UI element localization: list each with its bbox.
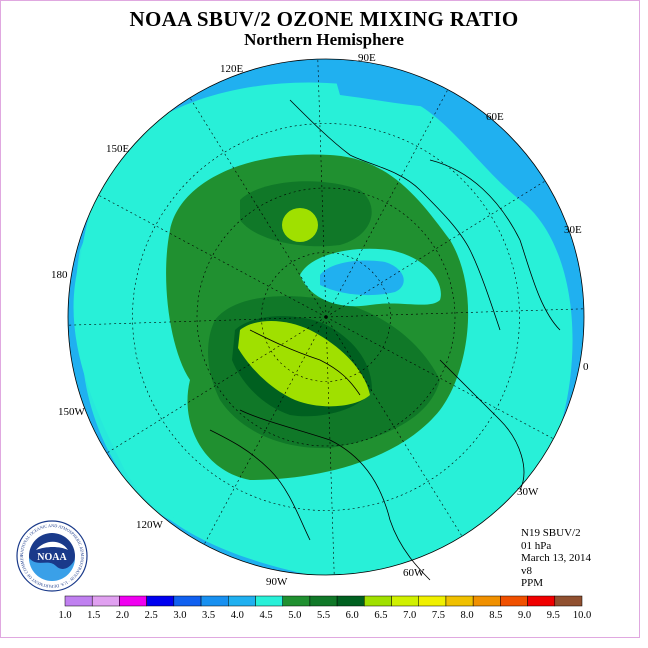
lon-label-150w: 150W [58, 406, 86, 418]
colorbar-swatch [336, 595, 365, 607]
colorbar-label: 9.5 [547, 610, 560, 621]
lon-label-90w: 90W [266, 576, 288, 588]
meridian-line [68, 316, 327, 326]
colorbar-swatch [282, 595, 311, 607]
colorbar-label: 2.0 [116, 610, 129, 621]
colorbar-swatch [173, 595, 202, 607]
colorbar-swatch [255, 595, 283, 607]
lon-label-120w: 120W [136, 519, 164, 531]
colorbar-swatch [200, 595, 229, 607]
meridian-line [189, 97, 327, 318]
colorbar-label: 5.5 [317, 610, 330, 621]
graticule [68, 59, 584, 575]
info-version: v8 [521, 564, 532, 577]
lon-label-60w: 60W [403, 567, 425, 579]
colorbar-swatch [228, 595, 256, 607]
ozone-region-6.5 [238, 321, 370, 407]
lon-label-0: 0 [583, 361, 589, 373]
coastline-eurasia [289, 99, 501, 331]
colorbar-swatch [364, 595, 392, 607]
colorbar: 1.0 1.5 2.0 2.5 3.0 3.5 4.0 4.5 5.0 5.5 6.0 6.5 7.0 7… [58, 595, 591, 621]
colorbar-label: 2.5 [145, 610, 158, 621]
figure-frame [0, 0, 640, 638]
colorbar-label: 5.0 [288, 610, 301, 621]
meridian-line [325, 316, 463, 537]
noaa-logo: NOAA NATIONAL OCEANIC AND ATMOSPHERIC AD… [16, 520, 88, 592]
lon-label-180: 180 [51, 269, 68, 281]
ozone-region-4.5b [76, 192, 183, 520]
lon-label-30w: 30W [517, 486, 539, 498]
map-boundary [67, 58, 585, 576]
lon-label-30e: 30E [564, 224, 582, 236]
colorbar-swatch [64, 595, 93, 607]
colorbar-swatch [418, 595, 447, 607]
info-level: 01 hPa [521, 539, 552, 552]
info-units: PPM [521, 577, 544, 589]
colorbar-label: 4.0 [231, 610, 244, 621]
colorbar-label: 10.0 [573, 610, 591, 621]
meridian-line [325, 316, 554, 440]
coastlines [209, 99, 561, 581]
colorbar-label: 6.5 [374, 610, 387, 621]
lon-label-90e: 90E [358, 52, 376, 64]
colorbar-swatch [146, 595, 175, 607]
lon-label-60e: 60E [486, 111, 504, 123]
colorbar-label: 1.0 [58, 610, 71, 621]
colorbar-swatch [119, 595, 147, 607]
colorbar-label: 9.0 [518, 610, 531, 621]
colorbar-swatch [391, 595, 419, 607]
map-title: NOAA SBUV/2 OZONE MIXING RATIO [129, 7, 519, 31]
logo-text: NOAA [37, 552, 67, 563]
meridian-line [106, 316, 327, 454]
ozone-region-polar-blue [320, 260, 404, 296]
colorbar-swatch [91, 595, 120, 607]
info-satellite: N19 SBUV/2 [521, 527, 581, 539]
lon-label-120e: 120E [220, 63, 244, 75]
colorbar-swatch [445, 595, 474, 607]
colorbar-label: 8.5 [489, 610, 502, 621]
colorbar-label: 6.0 [346, 610, 359, 621]
info-date: March 13, 2014 [521, 552, 591, 564]
ozone-region-4.0b [330, 60, 480, 110]
longitude-labels: 90E 60E 30E 0 30W 60W 90W 120W 150W 180 … [51, 52, 589, 588]
meridian-line [203, 316, 327, 545]
coastline-europe [429, 159, 561, 331]
info-block: N19 SBUV/2 01 hPa March 13, 2014 v8 PPM [521, 527, 591, 590]
coastline-canada [249, 329, 361, 396]
colorbar-label: 7.0 [403, 610, 416, 621]
colorbar-label: 3.5 [202, 610, 215, 621]
colorbar-label: 8.0 [461, 610, 474, 621]
colorbar-label: 3.0 [173, 610, 186, 621]
meridian-line [325, 308, 584, 318]
meridian-line [325, 180, 546, 318]
meridian-line [317, 59, 327, 318]
meridian-line [325, 316, 335, 575]
meridian-line [98, 194, 327, 318]
latitude-circle [132, 123, 520, 511]
colorbar-swatch [309, 595, 338, 607]
map-subtitle: Northern Hemisphere [244, 30, 404, 49]
latitude-circle [261, 252, 391, 382]
latitude-circle [196, 187, 456, 447]
coastline-greenland [439, 359, 525, 491]
colorbar-label: 1.5 [87, 610, 100, 621]
colorbar-swatch [554, 595, 583, 607]
colorbar-swatch [500, 595, 528, 607]
colorbar-label: 7.5 [432, 610, 445, 621]
colorbar-label: 4.5 [259, 610, 272, 621]
coastline-north-america [209, 409, 431, 581]
ozone-region-6.5b [282, 208, 318, 242]
colorbar-swatch [527, 595, 556, 607]
lon-label-150e: 150E [106, 143, 130, 155]
colorbar-swatch [472, 595, 501, 607]
